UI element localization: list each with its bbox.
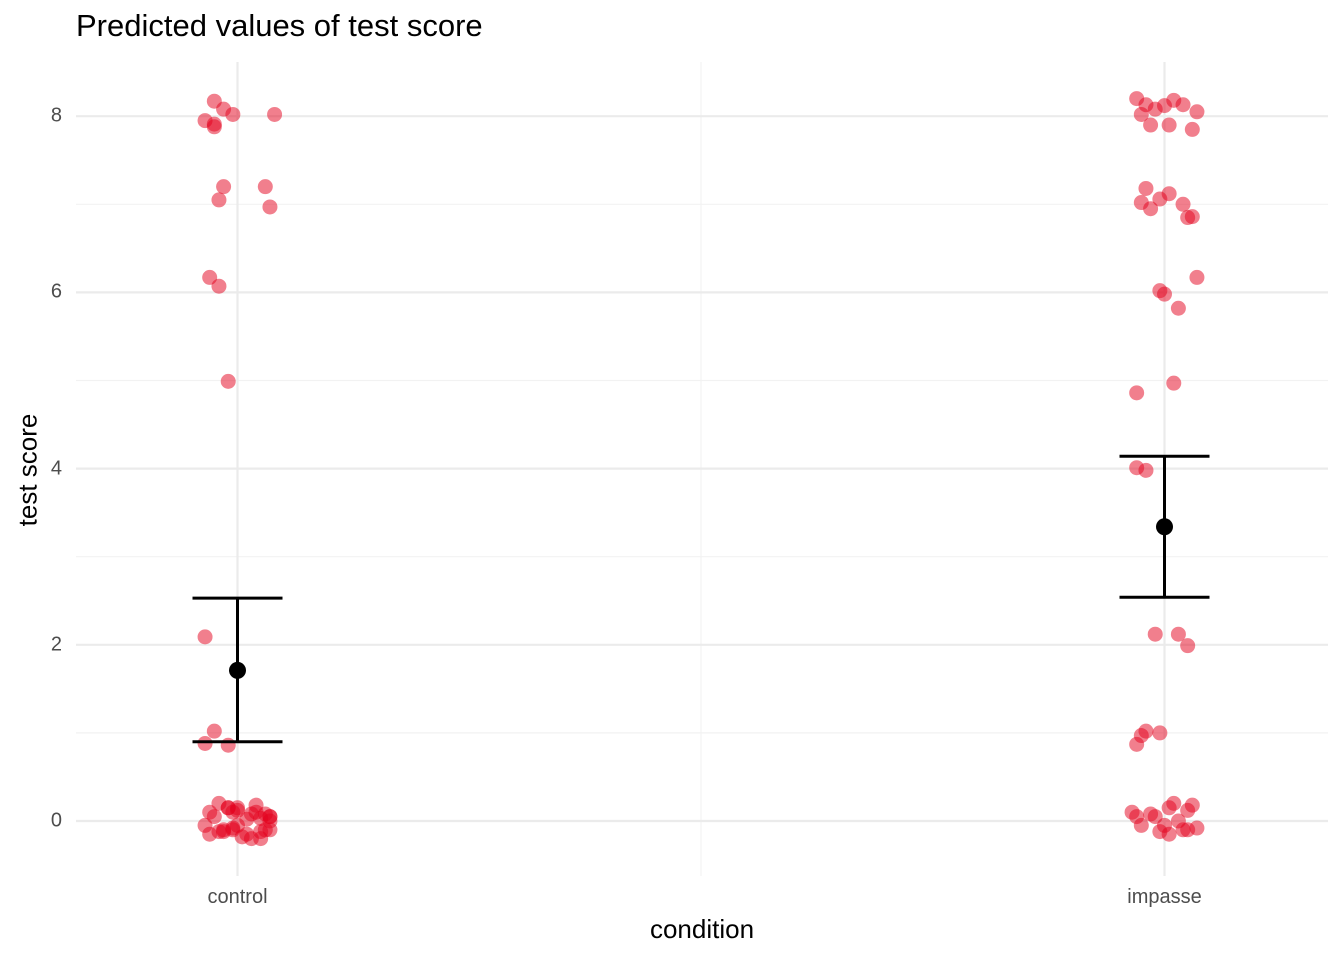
data-point	[1189, 269, 1205, 285]
data-point	[206, 116, 222, 132]
data-point	[1184, 121, 1200, 137]
data-point	[225, 106, 241, 122]
data-point	[1166, 795, 1182, 811]
x-axis-label: condition	[649, 914, 755, 944]
data-point	[1133, 195, 1149, 211]
data-point	[197, 735, 213, 751]
data-point	[1147, 626, 1163, 642]
data-point	[216, 179, 232, 195]
data-point	[211, 278, 227, 294]
data-point	[253, 810, 269, 826]
y-tick-label: 6	[50, 280, 62, 303]
data-point	[206, 809, 222, 825]
y-tick-label: 4	[50, 457, 62, 480]
data-point	[220, 737, 236, 753]
data-point	[257, 179, 273, 195]
data-point	[1152, 725, 1168, 741]
data-point	[1124, 804, 1140, 820]
data-point	[1161, 186, 1177, 202]
data-point	[1133, 817, 1149, 833]
data-point	[1189, 104, 1205, 120]
predicted-value-point	[229, 661, 246, 679]
data-point	[1175, 196, 1191, 212]
data-point	[211, 192, 227, 208]
data-point	[1189, 820, 1205, 836]
x-tick-label: impasse	[1127, 886, 1202, 908]
data-point	[1129, 385, 1145, 401]
data-point	[1180, 802, 1196, 818]
data-point	[1175, 97, 1191, 113]
data-point	[1147, 809, 1163, 825]
y-axis-label: test score	[12, 413, 43, 527]
y-tick-label: 8	[50, 104, 62, 127]
predicted-value-point	[1156, 518, 1173, 536]
data-point	[197, 629, 213, 645]
x-tick-label: control	[207, 886, 268, 908]
data-point	[1184, 209, 1200, 225]
data-point	[230, 800, 245, 816]
y-tick-label: 0	[50, 809, 62, 832]
data-point	[1170, 300, 1186, 316]
data-point	[225, 822, 241, 838]
data-point	[1161, 117, 1177, 133]
data-point	[206, 723, 222, 739]
data-point	[267, 106, 283, 122]
data-point	[1138, 462, 1154, 478]
data-point	[262, 199, 278, 215]
data-point	[1152, 824, 1168, 840]
chart-title: Predicted values of test score	[76, 8, 483, 43]
data-point	[1170, 626, 1186, 642]
data-point	[220, 373, 236, 389]
y-tick-label: 2	[50, 633, 62, 656]
data-point	[239, 826, 255, 842]
data-point	[1166, 375, 1182, 391]
data-point	[1133, 106, 1149, 122]
data-point	[1143, 117, 1159, 133]
data-point	[1157, 286, 1172, 302]
data-point	[1133, 728, 1149, 744]
data-point	[1138, 180, 1154, 196]
data-point	[1180, 638, 1196, 654]
